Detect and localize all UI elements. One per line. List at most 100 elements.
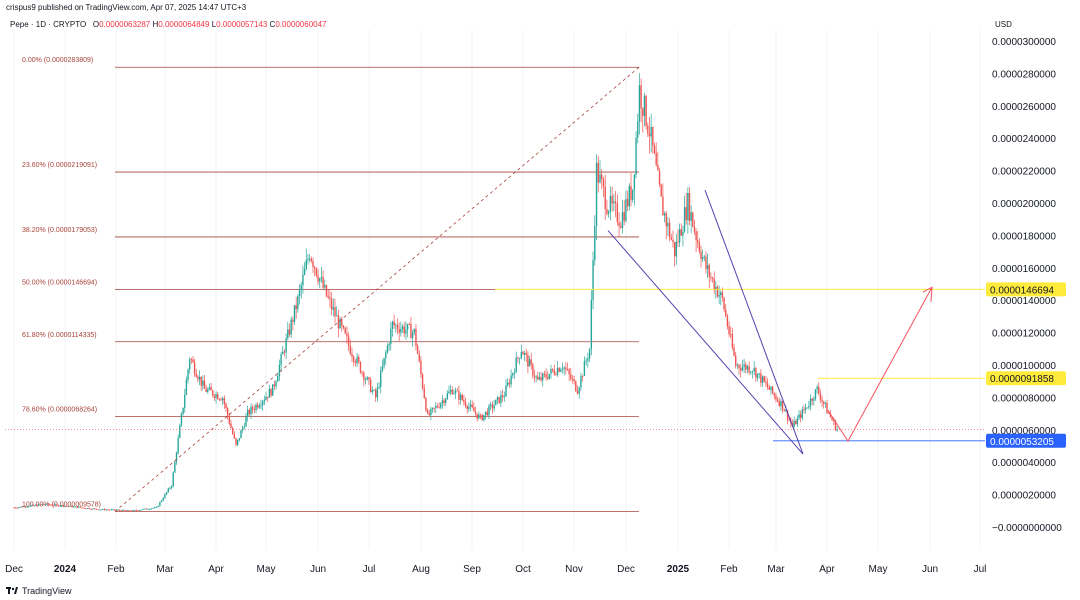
price-tag-label: 0.0000053205 [990,437,1054,448]
open-label: O [92,20,100,29]
price-axis[interactable]: 0.0000300000 0.0000280000 0.0000260000 0.00… [986,37,1066,534]
candle-body [223,398,226,404]
candle-body [601,174,603,180]
candle-body [697,240,699,243]
candle-body [260,405,262,406]
candle-body [642,108,644,116]
candle-body [443,400,445,404]
candle-body [690,212,692,221]
candle-body [107,509,109,511]
candle-body [795,420,797,425]
low-label: L [211,20,217,29]
candle-body [352,356,355,362]
candle-body [454,390,457,394]
candle-body [238,438,241,440]
candle-body [179,425,181,438]
candle-body [663,213,666,216]
candle-body [708,265,710,277]
y-tick-label: 0.0000080000 [992,393,1056,404]
candle-body [130,510,132,512]
candle-body [228,415,231,424]
candle-body [127,510,129,511]
currency-label: USD [995,20,1012,29]
candle-body [613,201,615,204]
candle-body [655,153,657,165]
candle-body [411,332,414,339]
candle-body [491,404,494,409]
candle-body [202,380,204,386]
candle-body [23,506,25,508]
candle-body [97,509,99,511]
candle-body [305,260,307,270]
candle-body [122,509,124,511]
candle-body [218,399,221,400]
candle-body [380,370,382,387]
time-axis[interactable]: Dec 2024 Feb Mar Apr May Jun Jul Aug Sep Oct Nov Dec… [5,564,986,575]
candle-body [243,426,246,428]
candle-body [808,405,810,408]
candle-body [776,399,779,402]
y-tick-label: 0.0000300000 [992,37,1056,48]
candle-body [440,403,442,408]
candle-body [599,174,601,183]
candle-body [67,506,70,507]
candle-body [720,292,722,296]
candle-body [768,387,770,390]
candle-body [628,186,631,207]
candle-body [342,325,345,328]
candle-body [678,229,681,243]
candle-body [533,375,536,378]
drawings[interactable] [5,66,985,512]
candle-body [621,212,624,228]
candle-body [300,285,302,290]
candle-body [263,399,266,402]
candle-body [780,400,782,406]
candle-body [31,504,33,506]
candle-body [295,305,297,310]
candle-body [285,338,287,353]
candle-body [688,192,691,221]
candle-body [283,351,286,353]
chart-grid [13,30,981,550]
x-tick-label: Nov [565,564,583,575]
candle-body [481,414,483,421]
candle-body [785,410,787,412]
open-value: 0.0000063287 [99,20,151,29]
candle-body [597,162,599,183]
candle-body [503,396,505,398]
candle-body [142,508,144,510]
candle-body [537,376,539,380]
candle-body [490,404,492,406]
candle-body [197,376,199,380]
candle-body [816,386,818,390]
candle-body [836,429,838,431]
candle-body [657,164,659,171]
candle-body [302,274,304,286]
candle-body [41,504,43,506]
low-value: 0.0000057143 [216,20,268,29]
candle-body [578,387,580,394]
candle-body [325,285,328,297]
candle-body [507,382,509,386]
candle-body [831,416,833,421]
candle-body [159,502,161,506]
candle-body [155,506,158,508]
candle-body [375,390,377,398]
candle-body [280,354,282,365]
fib-label: 78.60% (0.0000068264) [22,406,97,413]
candle-body [568,369,570,375]
price-tag-label: 0.0000091858 [990,374,1054,385]
fibonacci-retracement[interactable]: 0.00% (0.0000283809) 23.60% (0.0000219091… [22,57,639,512]
candle-body [217,394,219,400]
candle-body [408,323,410,325]
fib-label: 23.60% (0.0000219091) [22,162,97,169]
candle-body [626,199,629,207]
candle-body [95,508,97,510]
candle-body [81,507,84,509]
candle-body [270,388,272,396]
candle-body [682,231,684,236]
y-tick-label: 0.0000120000 [992,329,1056,340]
x-tick-label: Jul [974,564,987,575]
candle-body [449,389,452,392]
